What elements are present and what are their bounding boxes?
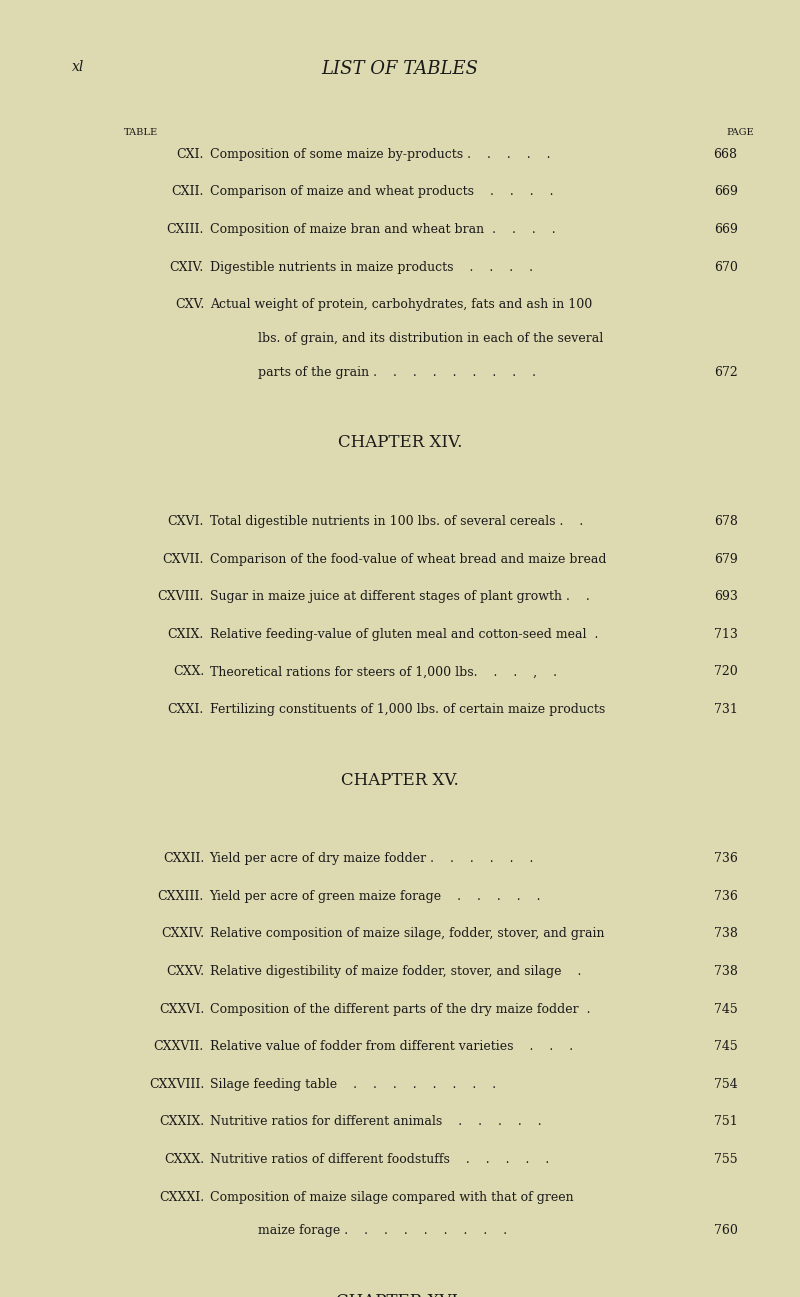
Text: 736: 736 — [714, 852, 738, 865]
Text: CXXIX.: CXXIX. — [159, 1115, 204, 1128]
Text: CXII.: CXII. — [172, 185, 204, 198]
Text: CXX.: CXX. — [173, 665, 204, 678]
Text: Silage feeding table    .    .    .    .    .    .    .    .: Silage feeding table . . . . . . . . — [210, 1078, 496, 1091]
Text: Relative composition of maize silage, fodder, stover, and grain: Relative composition of maize silage, fo… — [210, 927, 604, 940]
Text: 668: 668 — [714, 148, 738, 161]
Text: CXXIV.: CXXIV. — [161, 927, 204, 940]
Text: CHAPTER XVI.: CHAPTER XVI. — [336, 1293, 464, 1297]
Text: CXV.: CXV. — [174, 298, 204, 311]
Text: CXXIII.: CXXIII. — [158, 890, 204, 903]
Text: Composition of some maize by-products .    .    .    .    .: Composition of some maize by-products . … — [210, 148, 550, 161]
Text: Relative digestibility of maize fodder, stover, and silage    .: Relative digestibility of maize fodder, … — [210, 965, 581, 978]
Text: Yield per acre of green maize forage    .    .    .    .    .: Yield per acre of green maize forage . .… — [210, 890, 541, 903]
Text: Sugar in maize juice at different stages of plant growth .    .: Sugar in maize juice at different stages… — [210, 590, 590, 603]
Text: 693: 693 — [714, 590, 738, 603]
Text: CHAPTER XV.: CHAPTER XV. — [341, 772, 459, 789]
Text: Nutritive ratios of different foodstuffs    .    .    .    .    .: Nutritive ratios of different foodstuffs… — [210, 1153, 549, 1166]
Text: 754: 754 — [714, 1078, 738, 1091]
Text: Relative feeding-value of gluten meal and cotton-seed meal  .: Relative feeding-value of gluten meal an… — [210, 628, 598, 641]
Text: 738: 738 — [714, 927, 738, 940]
Text: 669: 669 — [714, 223, 738, 236]
Text: Composition of maize bran and wheat bran  .    .    .    .: Composition of maize bran and wheat bran… — [210, 223, 555, 236]
Text: lbs. of grain, and its distribution in each of the several: lbs. of grain, and its distribution in e… — [258, 332, 603, 345]
Text: 736: 736 — [714, 890, 738, 903]
Text: TABLE: TABLE — [124, 128, 158, 137]
Text: 738: 738 — [714, 965, 738, 978]
Text: CXIX.: CXIX. — [168, 628, 204, 641]
Text: CXXXI.: CXXXI. — [159, 1191, 204, 1204]
Text: Actual weight of protein, carbohydrates, fats and ash in 100: Actual weight of protein, carbohydrates,… — [210, 298, 592, 311]
Text: CHAPTER XIV.: CHAPTER XIV. — [338, 434, 462, 451]
Text: CXXVI.: CXXVI. — [158, 1003, 204, 1016]
Text: 760: 760 — [714, 1224, 738, 1237]
Text: 670: 670 — [714, 261, 738, 274]
Text: 672: 672 — [714, 366, 738, 379]
Text: Digestible nutrients in maize products    .    .    .    .: Digestible nutrients in maize products .… — [210, 261, 533, 274]
Text: 745: 745 — [714, 1040, 738, 1053]
Text: 731: 731 — [714, 703, 738, 716]
Text: xl: xl — [72, 60, 84, 74]
Text: CXXVII.: CXXVII. — [154, 1040, 204, 1053]
Text: 720: 720 — [714, 665, 738, 678]
Text: CXXII.: CXXII. — [162, 852, 204, 865]
Text: maize forage .    .    .    .    .    .    .    .    .: maize forage . . . . . . . . . — [258, 1224, 506, 1237]
Text: Relative value of fodder from different varieties    .    .    .: Relative value of fodder from different … — [210, 1040, 573, 1053]
Text: CXVII.: CXVII. — [162, 553, 204, 565]
Text: 669: 669 — [714, 185, 738, 198]
Text: CXIII.: CXIII. — [166, 223, 204, 236]
Text: Yield per acre of dry maize fodder .    .    .    .    .    .: Yield per acre of dry maize fodder . . .… — [210, 852, 534, 865]
Text: CXXVIII.: CXXVIII. — [149, 1078, 204, 1091]
Text: Composition of maize silage compared with that of green: Composition of maize silage compared wit… — [210, 1191, 574, 1204]
Text: CXVI.: CXVI. — [168, 515, 204, 528]
Text: CXI.: CXI. — [177, 148, 204, 161]
Text: parts of the grain .    .    .    .    .    .    .    .    .: parts of the grain . . . . . . . . . — [258, 366, 536, 379]
Text: Nutritive ratios for different animals    .    .    .    .    .: Nutritive ratios for different animals .… — [210, 1115, 542, 1128]
Text: 713: 713 — [714, 628, 738, 641]
Text: Comparison of maize and wheat products    .    .    .    .: Comparison of maize and wheat products .… — [210, 185, 553, 198]
Text: Composition of the different parts of the dry maize fodder  .: Composition of the different parts of th… — [210, 1003, 590, 1016]
Text: CXIV.: CXIV. — [170, 261, 204, 274]
Text: 755: 755 — [714, 1153, 738, 1166]
Text: 745: 745 — [714, 1003, 738, 1016]
Text: Comparison of the food-value of wheat bread and maize bread: Comparison of the food-value of wheat br… — [210, 553, 606, 565]
Text: CXXV.: CXXV. — [166, 965, 204, 978]
Text: 678: 678 — [714, 515, 738, 528]
Text: Fertilizing constituents of 1,000 lbs. of certain maize products: Fertilizing constituents of 1,000 lbs. o… — [210, 703, 605, 716]
Text: Theoretical rations for steers of 1,000 lbs.    .    .    ,    .: Theoretical rations for steers of 1,000 … — [210, 665, 557, 678]
Text: CXVIII.: CXVIII. — [158, 590, 204, 603]
Text: 751: 751 — [714, 1115, 738, 1128]
Text: PAGE: PAGE — [726, 128, 754, 137]
Text: LIST OF TABLES: LIST OF TABLES — [322, 60, 478, 78]
Text: CXXX.: CXXX. — [164, 1153, 204, 1166]
Text: CXXI.: CXXI. — [168, 703, 204, 716]
Text: Total digestible nutrients in 100 lbs. of several cereals .    .: Total digestible nutrients in 100 lbs. o… — [210, 515, 583, 528]
Text: 679: 679 — [714, 553, 738, 565]
